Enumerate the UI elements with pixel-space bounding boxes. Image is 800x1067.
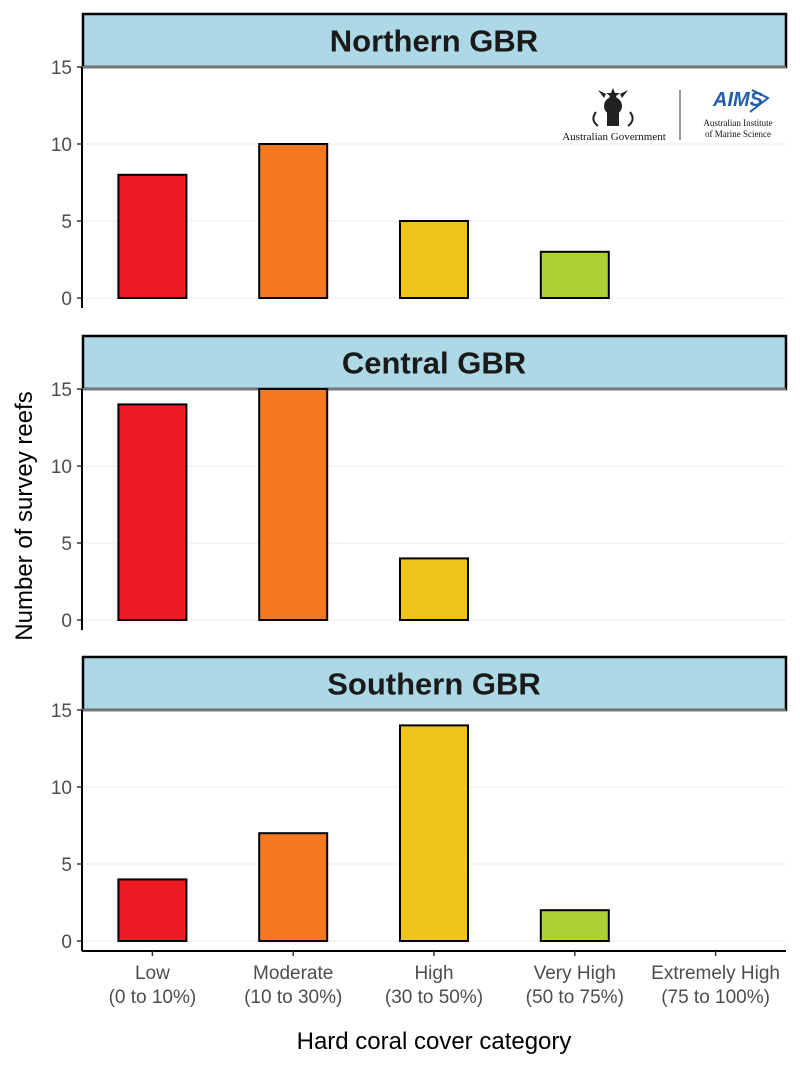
- y-tick-label: 5: [61, 855, 72, 876]
- bar-southern-gbr-0: [117, 878, 188, 943]
- logo-block: Australian Government AIMS Australian In…: [562, 88, 773, 143]
- y-tick-label: 10: [51, 778, 72, 799]
- y-tick-label: 5: [61, 534, 72, 555]
- y-tick-label: 0: [61, 611, 72, 632]
- y-tick-label: 0: [61, 289, 72, 310]
- bar-northern-gbr-0: [117, 173, 188, 299]
- y-tick-label: 15: [51, 701, 72, 722]
- panel-title: Central GBR: [342, 346, 526, 381]
- x-tick-label-line1: Moderate: [253, 963, 333, 984]
- aims-label-line1: Australian Institute: [703, 118, 772, 128]
- panel-northern-gbr: Northern GBR 0 5 10 15: [51, 12, 788, 310]
- y-tick-label: 10: [51, 457, 72, 478]
- bar-central-gbr-0: [117, 403, 188, 621]
- x-tick-label-line2: (30 to 50%): [385, 987, 483, 1008]
- bar-northern-gbr-3: [539, 250, 610, 300]
- bar-southern-gbr-1: [258, 832, 329, 943]
- x-tick-label-line2: (10 to 30%): [244, 987, 342, 1008]
- x-tick-label-line1: Low: [135, 963, 170, 984]
- bar-northern-gbr-2: [399, 220, 469, 299]
- x-tick-label-line2: (50 to 75%): [526, 987, 624, 1008]
- y-axis-title: Number of survey reefs: [11, 391, 38, 640]
- y-tick-label: 5: [61, 212, 72, 233]
- panel-strip: [81, 12, 788, 69]
- panel-title: Northern GBR: [330, 24, 538, 59]
- x-tick-label-line1: High: [414, 963, 453, 984]
- bar-southern-gbr-3: [539, 909, 610, 943]
- x-tick-label-line2: (0 to 10%): [109, 987, 197, 1008]
- panel-strip: [81, 655, 788, 712]
- panel-title: Southern GBR: [327, 667, 541, 702]
- aims-label-line2: of Marine Science: [705, 129, 771, 139]
- aims-wordmark: AIMS: [712, 89, 764, 111]
- panel-central-gbr: Central GBR 0 5 10 15: [51, 334, 788, 632]
- aims-mark: AIMS: [712, 89, 770, 113]
- x-tick-label-line2: (75 to 100%): [661, 987, 770, 1008]
- australian-government-label: Australian Government: [562, 131, 666, 143]
- x-tick-label-line1: Extremely High: [651, 963, 780, 984]
- y-tick-label: 15: [51, 58, 72, 79]
- panel-southern-gbr: Southern GBR 0 5 10 15 Low (0 to 10%) Moderate (…: [51, 655, 788, 1008]
- x-axis-title: Hard coral cover category: [297, 1028, 572, 1055]
- x-tick-label-line1: Very High: [534, 963, 616, 984]
- y-tick-label: 0: [61, 932, 72, 953]
- bar-southern-gbr-2: [399, 724, 469, 943]
- y-tick-label: 15: [51, 380, 72, 401]
- australian-government-crest: [592, 88, 634, 127]
- y-tick-label: 10: [51, 135, 72, 156]
- bar-central-gbr-2: [399, 557, 469, 622]
- bar-northern-gbr-1: [258, 143, 329, 299]
- bar-central-gbr-1: [258, 388, 329, 621]
